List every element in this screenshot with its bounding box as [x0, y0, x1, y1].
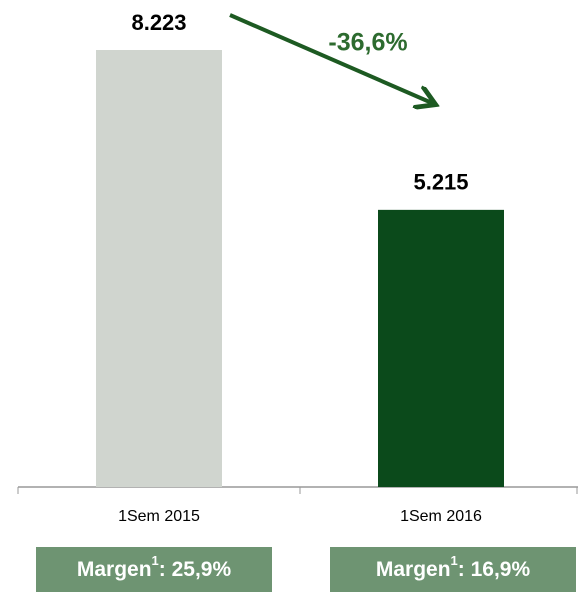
margin-sup: 1	[152, 553, 159, 568]
margin-text: Margen1: 16,9%	[376, 553, 531, 580]
margin-label: Margen	[77, 558, 152, 581]
margin-sup: 1	[451, 553, 458, 568]
margin-box	[330, 547, 576, 592]
x-tick-label: 1Sem 2016	[400, 508, 482, 525]
bar	[96, 50, 222, 487]
data-label: 8.223	[131, 10, 186, 35]
trend-arrow	[229, 13, 432, 103]
margin-value: : 25,9%	[159, 558, 232, 581]
data-label: 5.215	[413, 170, 468, 195]
margin-text: Margen1: 25,9%	[77, 553, 232, 580]
margin-label: Margen	[376, 558, 451, 581]
x-tick-label: 1Sem 2015	[118, 508, 200, 525]
change-annotation: -36,6%	[328, 29, 407, 57]
margin-value: : 16,9%	[458, 558, 531, 581]
bar	[378, 209, 504, 487]
margin-box	[36, 547, 272, 592]
